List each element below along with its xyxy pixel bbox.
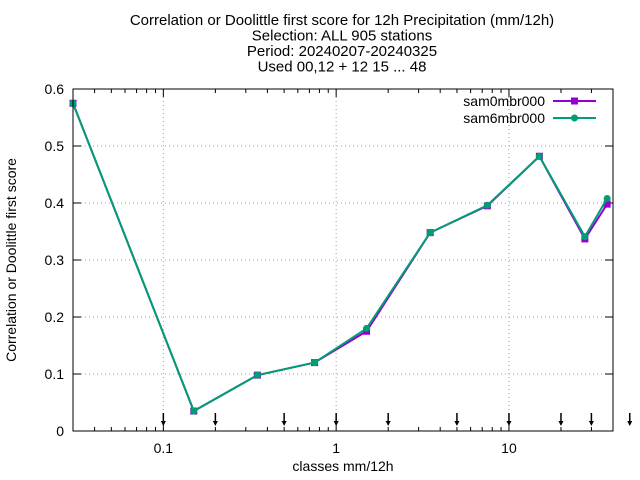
x-tick-label: 0.1 [154,440,174,456]
class-marker-arrow [588,421,594,426]
chart-title: Correlation or Doolittle first score for… [130,12,554,76]
legend-label: sam6mbr000 [463,110,545,126]
grid [73,89,613,431]
class-marker-arrow [281,421,287,426]
class-markers [160,413,633,426]
data-point [190,407,198,415]
data-point [483,201,491,209]
y-tick-label: 0.6 [45,81,65,97]
legend-label: sam0mbr000 [463,93,545,109]
series-line-sam0mbr000 [72,102,608,413]
class-marker-arrow [160,421,166,426]
y-axis-label: Correlation or Doolittle first score [3,158,19,362]
title-line: Used 00,12 + 12 15 ... 48 [258,59,427,76]
legend-marker [571,97,578,105]
y-tick-label: 0.3 [45,252,65,268]
class-marker-arrow [558,421,564,426]
series [69,99,611,415]
data-point [363,324,371,332]
class-marker-arrow [627,421,633,426]
class-marker-arrow [506,421,512,426]
x-tick-label: 1 [332,440,340,456]
series-line-sam6mbr000 [72,102,609,413]
y-tick-label: 0.1 [45,366,65,382]
title-line: Correlation or Doolittle first score for… [130,12,554,29]
legend-marker [571,114,578,122]
data-point [311,359,319,367]
title-line: Selection: ALL 905 stations [252,28,432,45]
x-axis-label: classes mm/12h [292,458,393,474]
data-point [253,371,261,379]
class-marker-arrow [385,421,391,426]
x-axis-ticks: 0.1 1 10 [72,89,614,456]
y-tick-label: 0.4 [45,195,65,211]
class-marker-arrow [454,421,460,426]
class-marker-arrow [333,421,339,426]
y-tick-label: 0.2 [45,309,65,325]
data-point [603,194,611,202]
y-tick-label: 0.5 [45,138,65,154]
plot-frame [72,88,614,432]
x-tick-label: 10 [501,440,517,456]
data-point [581,233,589,241]
y-tick-label: 0 [56,423,64,439]
class-marker-arrow [212,421,218,426]
data-point [426,229,434,237]
data-point [535,152,543,160]
title-line: Period: 20240207-20240325 [247,43,437,60]
data-point [603,200,611,208]
